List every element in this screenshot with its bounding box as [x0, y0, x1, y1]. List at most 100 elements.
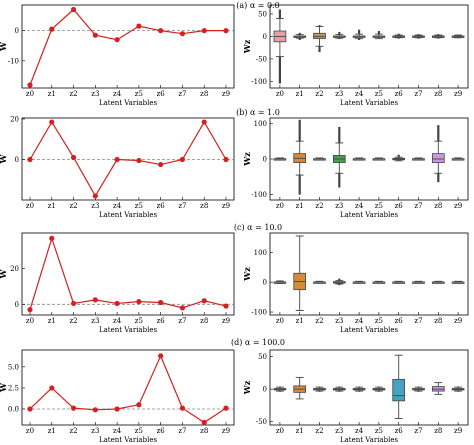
- data-point-z0: [27, 82, 33, 88]
- data-point-z2: [70, 6, 77, 13]
- data-point-z2: [70, 300, 77, 307]
- box-z9: [451, 157, 465, 161]
- box-z5: [372, 157, 386, 161]
- data-point-z8: [201, 298, 207, 304]
- x-tick-label-z1: z1: [48, 427, 56, 435]
- x-tick-label-z7: z7: [414, 317, 422, 325]
- plot-frame: [21, 4, 235, 89]
- data-point-z7: [179, 156, 186, 163]
- data-point-z3: [92, 32, 98, 38]
- plot-frame: [269, 4, 469, 89]
- plot-frame: [269, 232, 469, 316]
- x-tick-label-z6: z6: [395, 202, 404, 210]
- series-line: [29, 120, 227, 198]
- y-axis-label: Wz: [242, 39, 252, 54]
- box-z1: [293, 32, 307, 40]
- x-tick-label-z8: z8: [200, 90, 208, 98]
- box-z2: [313, 280, 326, 284]
- x-tick-label-z1: z1: [296, 202, 304, 210]
- x-tick-label-z3: z3: [91, 427, 99, 435]
- plot-frame: [21, 117, 235, 201]
- x-tick-label-z6: z6: [395, 90, 404, 98]
- x-tick-label-z2: z2: [69, 317, 77, 325]
- x-tick-label-z6: z6: [395, 427, 404, 435]
- x-tick-label-z9: z9: [222, 202, 230, 210]
- x-tick-label-z7: z7: [178, 90, 186, 98]
- box-z0: [273, 386, 287, 392]
- x-tick-label-z2: z2: [315, 202, 323, 210]
- data-point-z8: [201, 419, 207, 426]
- x-tick-label-z1: z1: [296, 427, 304, 435]
- panel-title-0: (a) α = 0.0: [236, 1, 279, 10]
- x-tick-label-z9: z9: [454, 427, 462, 435]
- y-tick-label: -50: [256, 55, 267, 63]
- x-tick-label-z5: z5: [375, 427, 383, 435]
- y-axis-label: W: [0, 268, 8, 279]
- y-axis-label: W: [0, 41, 8, 52]
- data-point-z3: [92, 297, 98, 303]
- x-tick-label-z4: z4: [355, 427, 364, 435]
- x-tick-label-z7: z7: [178, 317, 186, 325]
- x-axis-label: Latent Variables: [99, 99, 158, 107]
- x-tick-label-z5: z5: [135, 427, 143, 435]
- box-z7: [412, 157, 425, 161]
- x-tick-label-z1: z1: [296, 90, 304, 98]
- data-point-z5: [136, 402, 142, 408]
- box-z7: [412, 386, 425, 392]
- x-axis-label: Latent Variables: [99, 326, 158, 334]
- data-point-z3: [92, 193, 98, 199]
- x-tick-label-z7: z7: [414, 427, 422, 435]
- x-tick-label-z7: z7: [414, 90, 422, 98]
- x-tick-label-z4: z4: [113, 317, 122, 325]
- y-axis-label: Wz: [242, 267, 252, 282]
- x-axis-label: Latent Variables: [99, 211, 158, 219]
- x-axis-label: Latent Variables: [340, 211, 399, 219]
- x-tick-label-z2: z2: [315, 317, 323, 325]
- y-axis-label: W: [0, 153, 8, 164]
- data-point-z3: [92, 407, 98, 413]
- x-tick-label-z3: z3: [335, 90, 343, 98]
- y-axis-label: Wz: [242, 152, 252, 167]
- box-z1: [293, 119, 307, 195]
- x-tick-label-z4: z4: [355, 202, 364, 210]
- y-tick-label: -100: [251, 78, 267, 86]
- box-body: [431, 153, 445, 163]
- y-axis-label: W: [0, 382, 8, 393]
- panel-title-2: (c) α = 10.0: [234, 223, 282, 232]
- x-tick-label-z4: z4: [113, 427, 122, 435]
- box-z1: [293, 235, 307, 311]
- x-tick-label-z2: z2: [69, 202, 77, 210]
- y-tick-label: 0: [263, 386, 267, 394]
- box-z4: [352, 280, 366, 284]
- data-point-z0: [27, 406, 33, 412]
- x-tick-label-z0: z0: [276, 202, 284, 210]
- x-tick-label-z2: z2: [315, 427, 323, 435]
- data-point-z6: [158, 28, 164, 34]
- y-tick-label: -100: [251, 191, 267, 199]
- y-tick-label: 0.0: [8, 405, 19, 413]
- box-z9: [451, 280, 465, 284]
- x-tick-label-z9: z9: [222, 317, 230, 325]
- box-z8: [431, 382, 445, 395]
- y-tick-label: 0: [15, 27, 19, 35]
- line-panel-1: 20 0 z0 z1 z2 z3 z4 z5 z6 z7 z8 z9 Latent Variables W: [0, 116, 235, 219]
- box-z6: [392, 154, 406, 162]
- data-point-z1: [49, 235, 55, 241]
- line-panel-3: 5.0 2.5 0.0 z0 z1 z2 z3 z4 z5 z6 z7 z8 z9 Latent Vari…: [0, 349, 235, 444]
- data-point-z0: [27, 307, 33, 313]
- y-tick-label: 100: [254, 249, 267, 257]
- x-tick-label-z3: z3: [91, 317, 99, 325]
- box-body: [392, 378, 406, 402]
- x-tick-label-z0: z0: [26, 317, 34, 325]
- x-tick-label-z4: z4: [113, 90, 122, 98]
- x-tick-label-z2: z2: [315, 90, 323, 98]
- box-z4: [352, 386, 366, 392]
- x-tick-label-z8: z8: [200, 427, 208, 435]
- x-tick-label-z4: z4: [355, 317, 364, 325]
- x-tick-label-z5: z5: [375, 90, 383, 98]
- x-tick-label-z0: z0: [276, 90, 284, 98]
- box-z6: [392, 354, 406, 419]
- x-tick-label-z1: z1: [48, 202, 56, 210]
- x-tick-label-z7: z7: [414, 202, 422, 210]
- x-axis-label: Latent Variables: [340, 326, 399, 334]
